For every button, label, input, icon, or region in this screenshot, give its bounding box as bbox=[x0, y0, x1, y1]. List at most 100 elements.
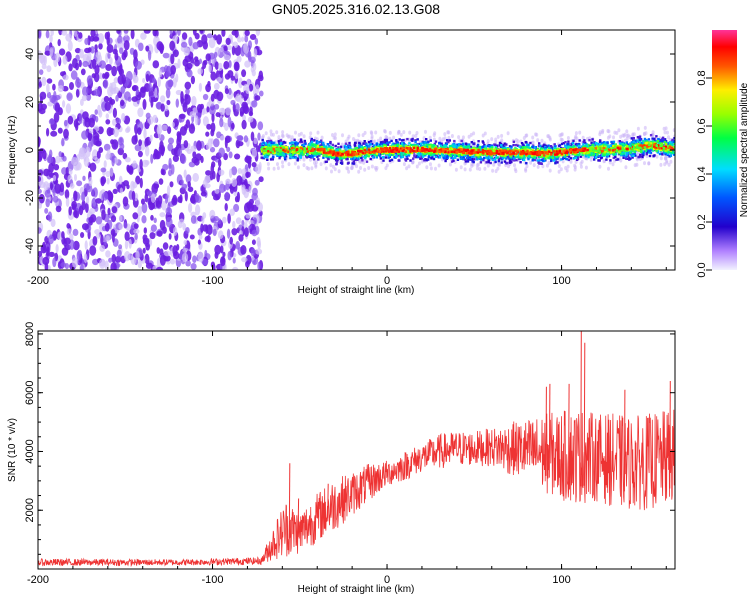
heatmap-cell bbox=[145, 73, 150, 83]
heatmap-cell bbox=[38, 136, 41, 148]
heatmap-cell bbox=[523, 156, 526, 159]
heatmap-cell bbox=[132, 85, 137, 92]
heatmap-cell bbox=[460, 139, 463, 143]
heatmap-cell bbox=[533, 155, 536, 158]
heatmap-cell bbox=[57, 85, 64, 93]
heatmap-cell bbox=[131, 190, 136, 201]
heatmap-cell bbox=[213, 194, 220, 201]
heatmap-cell bbox=[38, 108, 46, 115]
heatmap-cell bbox=[167, 126, 172, 134]
heatmap-cell bbox=[522, 144, 525, 147]
heatmap-cell bbox=[357, 169, 361, 174]
heatmap-cell bbox=[134, 144, 142, 152]
heatmap-cell bbox=[641, 155, 644, 159]
heatmap-cell bbox=[48, 163, 54, 173]
heatmap-cell bbox=[111, 206, 118, 214]
heatmap-cell bbox=[430, 157, 433, 160]
heatmap-cell bbox=[276, 166, 280, 171]
heatmap-cell bbox=[111, 156, 115, 167]
heatmap-cell bbox=[99, 244, 106, 252]
heatmap-cell bbox=[664, 156, 668, 161]
heatmap-cell bbox=[503, 142, 506, 145]
heatmap-cell bbox=[47, 211, 53, 222]
heatmap-cell bbox=[52, 195, 59, 203]
heatmap-cell bbox=[358, 159, 362, 164]
heatmap-cell bbox=[313, 152, 317, 155]
heatmap-cell bbox=[564, 141, 567, 144]
heatmap-cell bbox=[300, 140, 303, 144]
heatmap-cell bbox=[604, 141, 607, 145]
heatmap-cell bbox=[423, 159, 426, 162]
heatmap-cell bbox=[89, 245, 97, 256]
heatmap-cell bbox=[324, 166, 328, 171]
heatmap-cell bbox=[134, 233, 138, 240]
heatmap-cell bbox=[653, 137, 656, 140]
heatmap-cell bbox=[211, 113, 215, 123]
heatmap-cell bbox=[299, 140, 302, 144]
heatmap-cell bbox=[406, 137, 409, 141]
heatmap-cell bbox=[118, 223, 123, 230]
heatmap-cell bbox=[557, 164, 561, 168]
heatmap-cell bbox=[595, 156, 598, 159]
heatmap-cell bbox=[212, 228, 217, 237]
heatmap-cell bbox=[656, 140, 660, 143]
heatmap-cell bbox=[446, 156, 449, 159]
heatmap-cell bbox=[399, 132, 403, 137]
heatmap-cell bbox=[365, 160, 369, 163]
heatmap-cell bbox=[250, 131, 255, 142]
heatmap-cell bbox=[365, 143, 368, 146]
heatmap-cell bbox=[499, 156, 502, 159]
heatmap-cell bbox=[119, 142, 125, 150]
heatmap-cell bbox=[555, 155, 558, 159]
heatmap-cell bbox=[168, 137, 174, 145]
heatmap-cell bbox=[508, 160, 512, 163]
heatmap-cell bbox=[384, 166, 388, 171]
heatmap-cell bbox=[422, 151, 425, 154]
heatmap-cell bbox=[374, 153, 377, 156]
heatmap-cell bbox=[313, 160, 316, 165]
heatmap-cell bbox=[500, 161, 503, 164]
heatmap-cell bbox=[606, 135, 610, 140]
heatmap-cell bbox=[500, 142, 503, 146]
heatmap-cell bbox=[469, 132, 473, 137]
heatmap-cell bbox=[207, 138, 213, 149]
heatmap-cell bbox=[527, 143, 530, 147]
heatmap-cell bbox=[89, 207, 96, 215]
heatmap-cell bbox=[267, 141, 270, 144]
heatmap-cell bbox=[41, 63, 47, 70]
heatmap-cell bbox=[330, 169, 333, 174]
heatmap-cell bbox=[668, 155, 671, 158]
heatmap-cell bbox=[337, 146, 340, 149]
heatmap-cell bbox=[234, 71, 239, 80]
heatmap-cell bbox=[352, 162, 356, 165]
heatmap-cell bbox=[494, 160, 497, 164]
heatmap-cell bbox=[429, 139, 432, 142]
heatmap-cell bbox=[38, 188, 42, 194]
heatmap-cell bbox=[255, 84, 260, 94]
heatmap-cell bbox=[383, 129, 387, 134]
heatmap-cell bbox=[432, 144, 435, 147]
heatmap-cell bbox=[52, 188, 56, 197]
heatmap-cell bbox=[638, 138, 642, 142]
heatmap-cell bbox=[218, 147, 225, 158]
heatmap-cell bbox=[491, 168, 495, 173]
heatmap-cell bbox=[311, 143, 314, 146]
heatmap-cell bbox=[261, 138, 264, 142]
heatmap-cell bbox=[533, 146, 536, 149]
heatmap-cell bbox=[185, 227, 190, 234]
heatmap-cell bbox=[379, 155, 382, 158]
heatmap-cell bbox=[603, 153, 607, 156]
heatmap-cell bbox=[613, 130, 617, 135]
heatmap-cell bbox=[632, 154, 635, 157]
heatmap-cell bbox=[554, 162, 557, 165]
heatmap-cell bbox=[128, 238, 132, 249]
heatmap-cell bbox=[162, 52, 170, 59]
heatmap-cell bbox=[376, 138, 380, 143]
heatmap-cell bbox=[67, 115, 74, 125]
heatmap-cell bbox=[657, 138, 661, 141]
heatmap-cell bbox=[422, 136, 426, 141]
heatmap-cell bbox=[496, 156, 499, 159]
heatmap-cell bbox=[156, 127, 161, 135]
heatmap-cell bbox=[50, 130, 58, 137]
heatmap-cell bbox=[550, 146, 554, 149]
